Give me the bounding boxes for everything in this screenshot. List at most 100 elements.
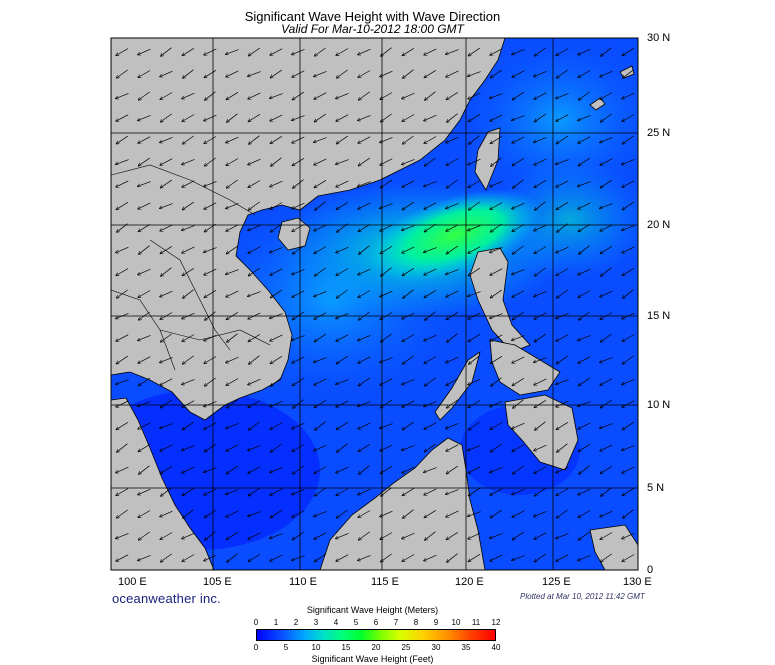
wave-arrow: [336, 355, 348, 364]
wave-arrow: [468, 532, 481, 539]
wave-arrow: [424, 202, 437, 210]
wave-arrow: [468, 92, 481, 99]
colorbar-meter-tick: 10: [451, 618, 461, 627]
wave-arrow: [248, 246, 261, 254]
wave-arrow: [424, 268, 437, 275]
wave-arrow: [204, 356, 217, 364]
wave-arrow: [160, 333, 172, 342]
wave-arrow: [534, 158, 547, 165]
wave-arrow: [139, 465, 150, 475]
wave-arrow: [314, 444, 327, 451]
wave-arrow: [512, 136, 525, 143]
lat-label-15: 15 N: [647, 310, 671, 322]
wave-arrow: [490, 334, 503, 341]
wave-arrow: [116, 93, 129, 98]
wave-arrow: [204, 290, 217, 297]
wave-arrow: [380, 246, 393, 253]
wave-arrow: [556, 334, 569, 342]
wave-arrow: [292, 378, 305, 385]
wave-arrow: [138, 311, 150, 320]
wave-arrow: [380, 224, 393, 231]
wave-arrow: [556, 69, 568, 78]
wave-arrow: [116, 313, 129, 318]
wave-arrow: [445, 269, 459, 275]
wave-arrow: [425, 531, 436, 541]
wave-arrow: [358, 115, 371, 120]
wave-arrow: [204, 48, 217, 55]
wave-arrow: [490, 554, 503, 561]
wave-arrow: [204, 401, 217, 406]
wave-arrow: [160, 312, 173, 320]
wave-arrow: [314, 267, 326, 276]
wave-arrow: [226, 510, 239, 517]
land-taiwan: [474, 127, 501, 191]
wave-arrow: [600, 553, 612, 562]
wave-arrow: [622, 400, 635, 408]
wave-arrow: [424, 510, 437, 517]
wave-arrow: [424, 223, 436, 232]
lon-label-125: 125 E: [542, 576, 571, 588]
wave-arrow: [600, 312, 613, 320]
wave-arrow: [512, 290, 525, 298]
wave-arrow: [468, 180, 481, 188]
wave-arrow: [225, 269, 239, 275]
colorbar-meter-tick: 0: [253, 618, 259, 627]
wave-arrow: [468, 158, 481, 165]
colorbar-meter-tick: 6: [373, 618, 379, 627]
wave-arrow: [425, 311, 436, 321]
lon-label-110: 110 E: [289, 576, 317, 588]
wave-arrow: [182, 355, 194, 364]
wave-arrow: [622, 312, 635, 319]
wave-arrow: [534, 333, 546, 342]
wave-arrow: [226, 224, 239, 232]
colorbar-meter-tick: 11: [471, 618, 481, 627]
wave-arrow: [182, 466, 195, 473]
wave-arrow: [291, 335, 305, 341]
wave-arrow: [622, 355, 634, 364]
wave-arrow: [469, 355, 480, 365]
wave-arrow: [116, 334, 129, 342]
wave-arrow: [600, 444, 613, 451]
wave-arrow: [227, 333, 238, 343]
wave-arrow: [446, 444, 459, 452]
wave-arrow: [424, 48, 437, 55]
wave-arrow: [225, 489, 239, 495]
wave-arrow: [182, 135, 194, 144]
wave-arrow: [599, 423, 613, 429]
wave-arrow: [403, 69, 414, 79]
wave-arrow: [181, 225, 195, 231]
wave-arrow: [490, 509, 502, 518]
wave-arrow: [600, 70, 613, 77]
wave-arrow: [490, 467, 503, 472]
wave-arrow: [534, 400, 547, 407]
wave-arrow: [468, 445, 481, 450]
wave-arrow: [358, 224, 371, 231]
wave-arrow: [512, 70, 525, 78]
wave-arrow: [445, 49, 459, 55]
colorbar-meter-tick: 1: [273, 618, 279, 627]
land-asia-mainland: [111, 38, 506, 421]
wave-arrow: [600, 510, 613, 517]
wave-arrow: [116, 533, 129, 538]
wave-arrow: [622, 159, 635, 164]
wave-arrow: [402, 421, 414, 430]
wave-arrow: [577, 401, 591, 407]
wave-arrow: [138, 202, 151, 209]
wave-arrow: [556, 93, 569, 98]
wave-arrow: [270, 136, 283, 143]
wave-arrow: [490, 247, 503, 252]
wave-arrow: [293, 399, 304, 409]
wave-arrow: [380, 532, 393, 540]
wave-arrow: [292, 70, 305, 78]
wave-arrow: [116, 554, 129, 562]
wave-arrow: [600, 290, 613, 297]
wave-arrow: [358, 356, 371, 364]
wave-arrow: [556, 114, 569, 122]
wave-arrow: [446, 532, 459, 539]
wave-arrow: [512, 245, 524, 254]
lat-label-10: 10 N: [647, 399, 671, 411]
wave-arrow: [446, 158, 459, 166]
wave-arrow: [468, 312, 481, 319]
wave-arrow: [512, 356, 525, 363]
wave-arrow: [512, 531, 524, 540]
